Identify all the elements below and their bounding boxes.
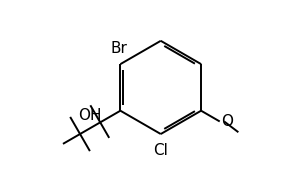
Text: Cl: Cl: [153, 143, 168, 158]
Text: O: O: [220, 114, 232, 129]
Text: OH: OH: [79, 108, 102, 123]
Text: Br: Br: [110, 41, 127, 56]
